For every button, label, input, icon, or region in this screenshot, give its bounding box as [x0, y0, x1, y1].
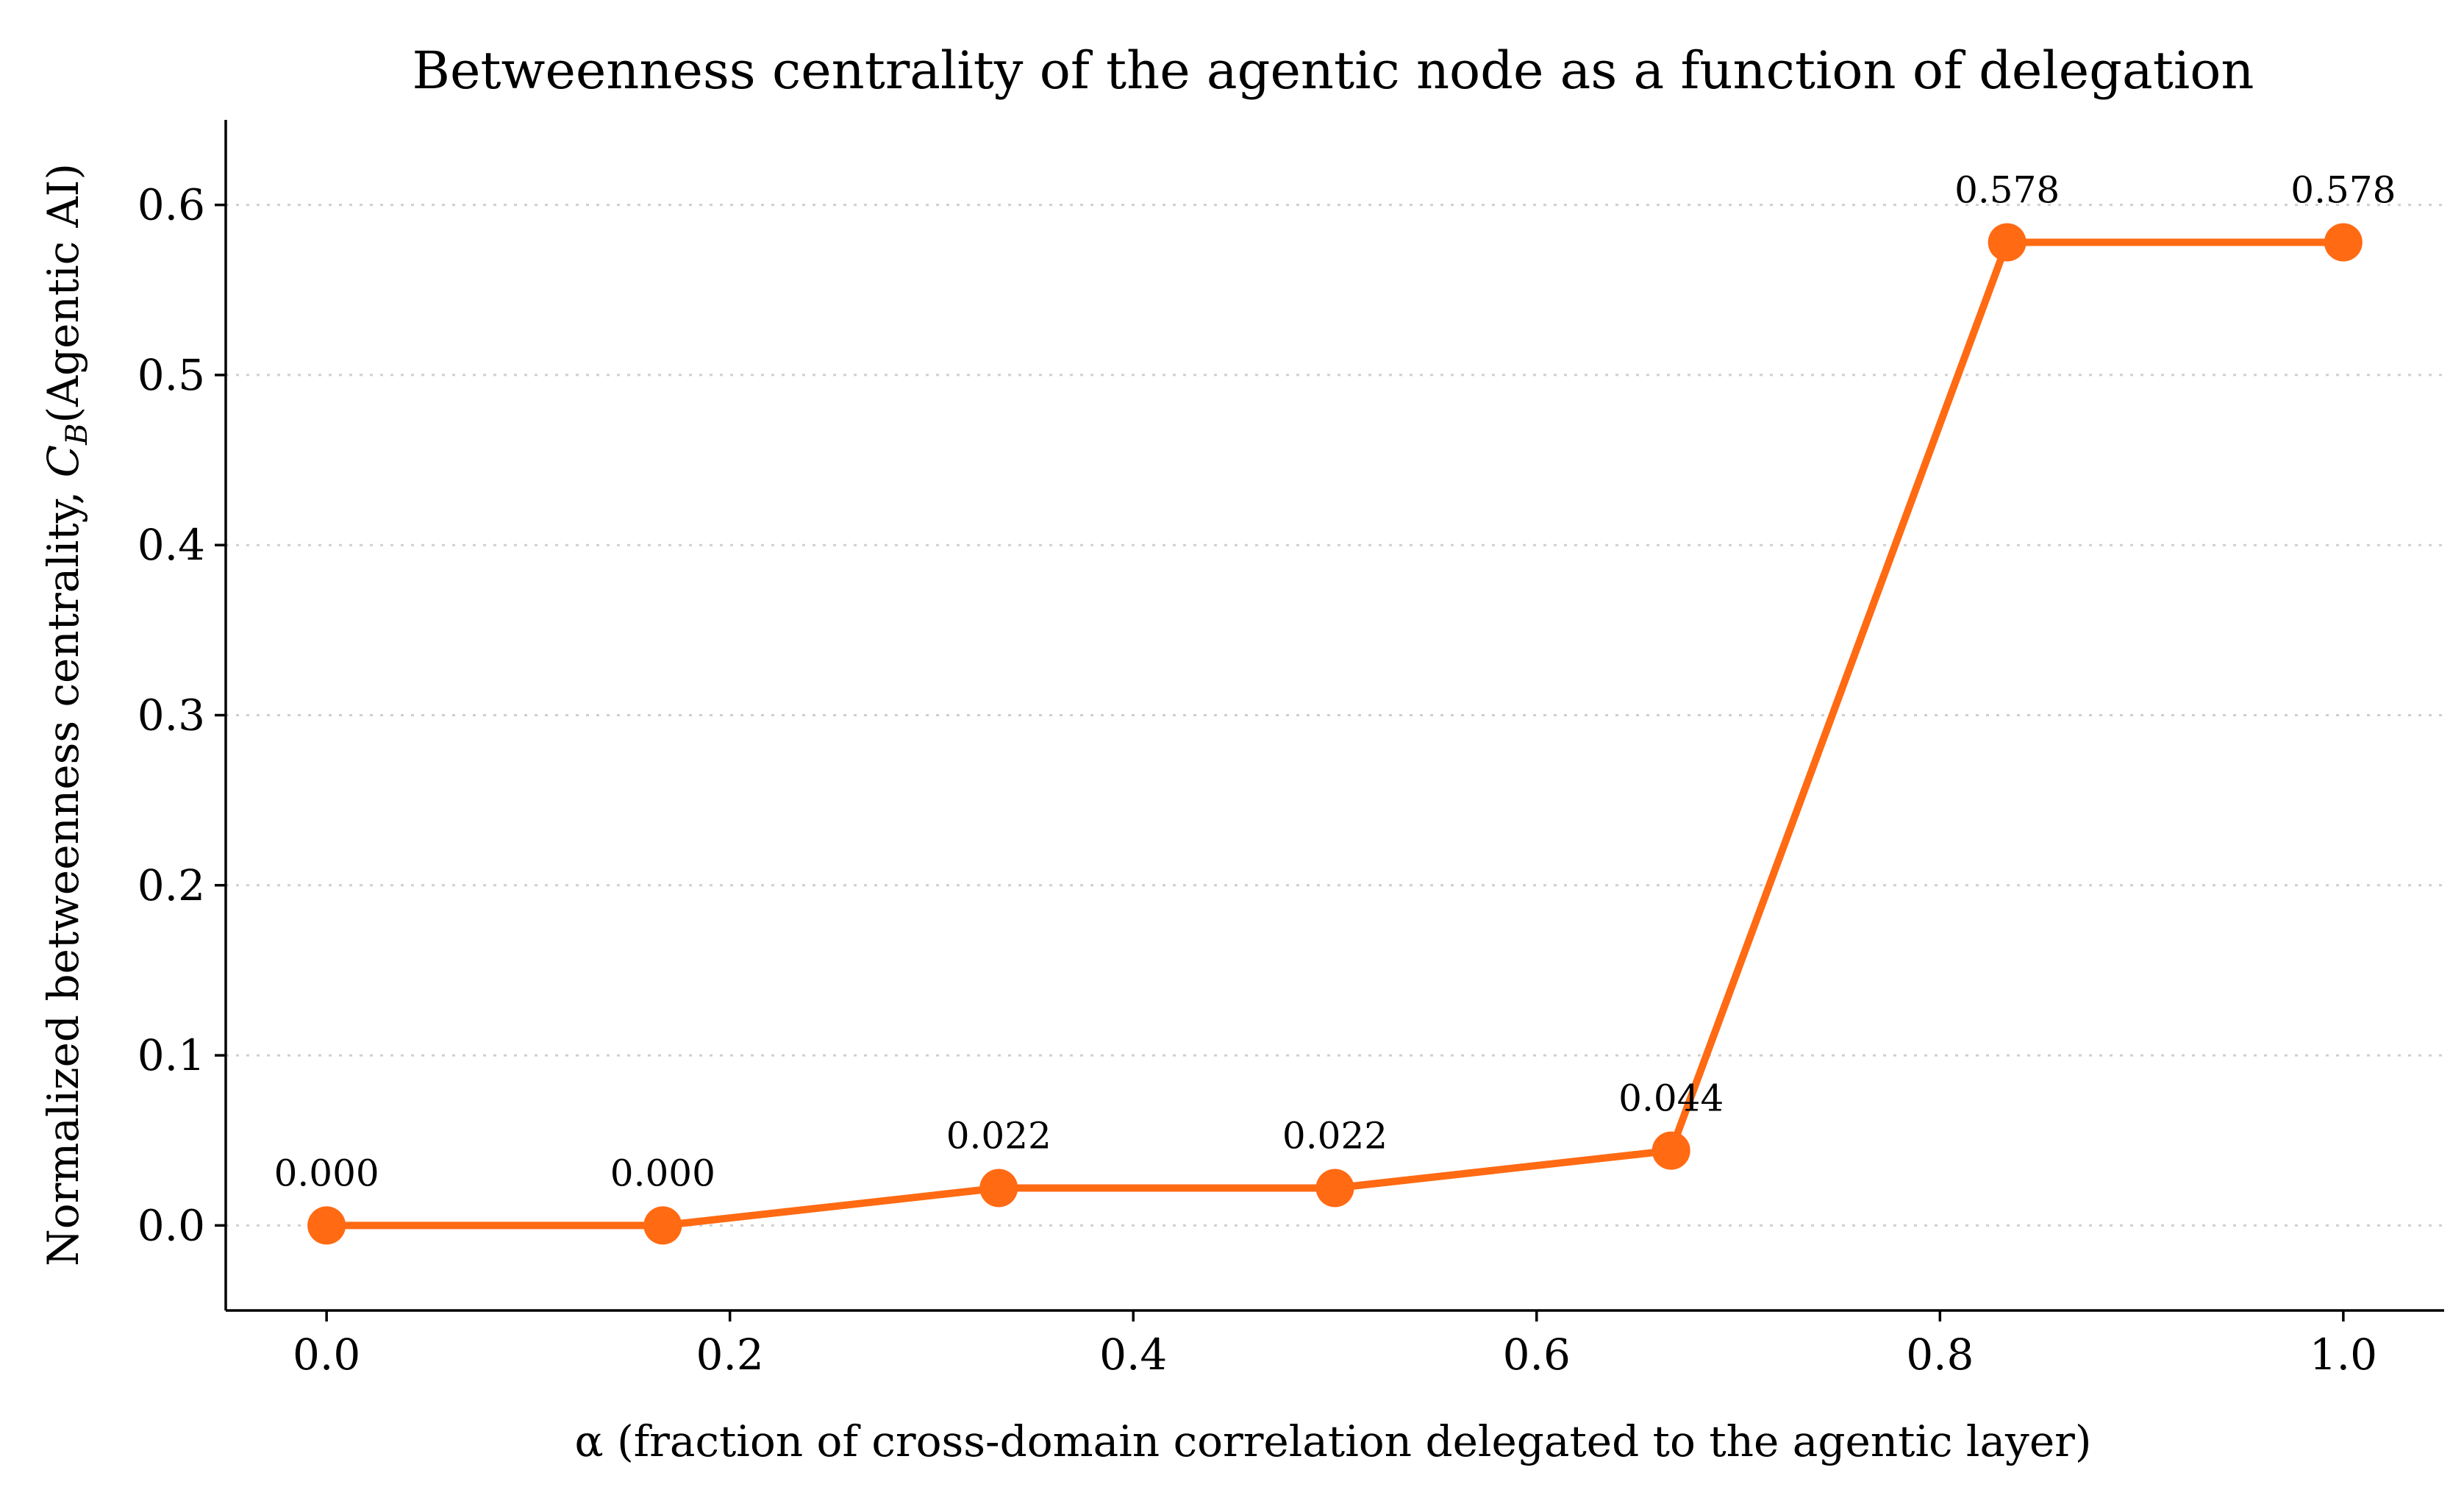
x-tick-label-3: 0.6	[1503, 1330, 1571, 1380]
data-point-4	[1651, 1131, 1690, 1170]
y-axis-label-subscript: B	[60, 424, 94, 446]
x-tick-label-5: 1.0	[2310, 1330, 2377, 1380]
series-layer: 0.000 0.000 0.022 0.022 0.044 0.578 0.578	[274, 169, 2396, 1245]
data-point-3	[1315, 1169, 1354, 1208]
data-point-5	[1988, 223, 2026, 262]
y-axis-label-suffix: (Agentic AI)	[38, 163, 88, 424]
x-tick-label-0: 0.0	[293, 1330, 360, 1380]
data-point-2	[979, 1169, 1018, 1208]
data-point-6	[2324, 223, 2363, 262]
x-axis-label: α (fraction of cross-domain correlation …	[574, 1416, 2091, 1466]
data-label-6: 0.578	[2290, 169, 2396, 212]
y-axis-label-symbol: C	[38, 445, 88, 477]
data-label-0: 0.000	[274, 1152, 379, 1194]
data-label-5: 0.578	[1954, 169, 2060, 212]
data-point-0	[307, 1206, 346, 1245]
y-tick-label-2: 0.2	[138, 860, 205, 910]
x-tick-label-2: 0.4	[1099, 1330, 1167, 1380]
data-label-4: 0.044	[1618, 1077, 1724, 1120]
y-axis-label-prefix: Normalized betweenness centrality,	[38, 477, 88, 1266]
y-tick-label-6: 0.6	[138, 180, 205, 230]
y-tick-label-3: 0.3	[138, 691, 205, 741]
y-tick-label-5: 0.5	[138, 350, 205, 400]
y-tick-label-1: 0.1	[138, 1030, 205, 1080]
y-tick-label-0: 0.0	[138, 1200, 205, 1250]
x-tick-label-1: 0.2	[696, 1330, 764, 1380]
y-ticks: 0.0 0.1 0.2 0.3 0.4 0.5 0.6	[138, 180, 226, 1250]
x-tick-label-4: 0.8	[1906, 1330, 1974, 1380]
data-label-2: 0.022	[946, 1114, 1051, 1157]
data-label-3: 0.022	[1282, 1114, 1388, 1157]
series-line-0	[323, 238, 2347, 1230]
data-point-1	[643, 1206, 682, 1245]
x-ticks: 0.0 0.2 0.4 0.6 0.8 1.0	[293, 1310, 2377, 1380]
y-tick-label-4: 0.4	[138, 520, 205, 570]
chart-title: Betweenness centrality of the agentic no…	[413, 40, 2254, 101]
data-label-1: 0.000	[610, 1152, 715, 1194]
grid-lines	[226, 204, 2444, 1227]
y-axis-label: Normalized betweenness centrality, CB(Ag…	[38, 163, 94, 1266]
